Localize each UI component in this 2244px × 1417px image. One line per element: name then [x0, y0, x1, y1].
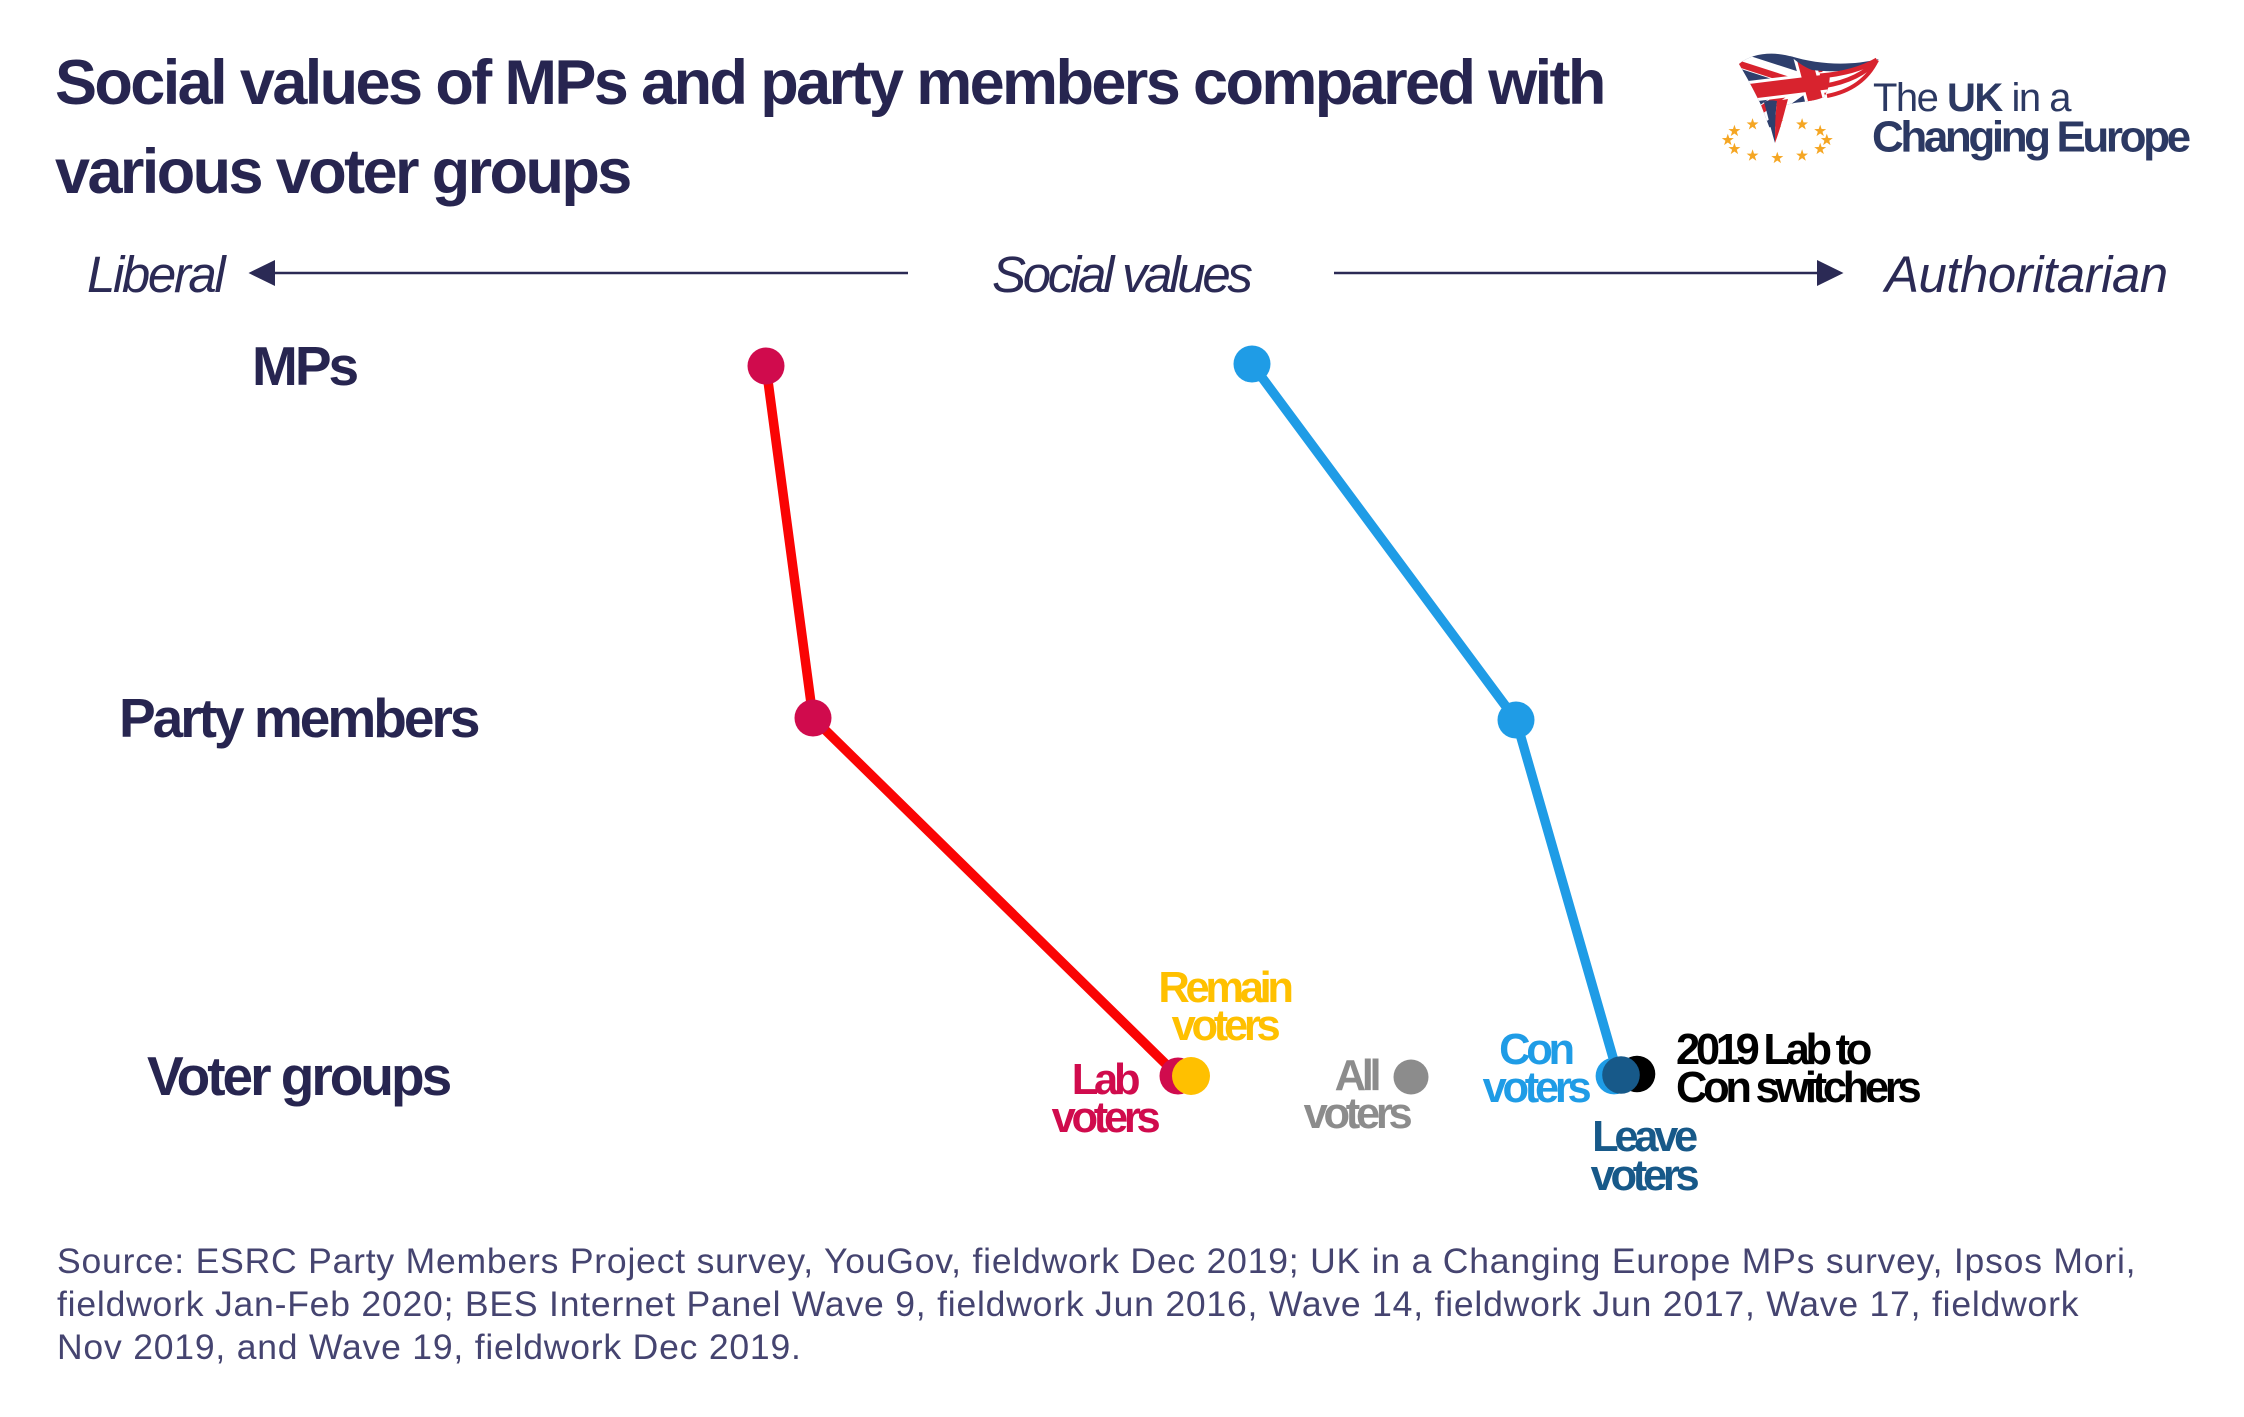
svg-text:Changing Europe: Changing Europe [1872, 113, 2190, 162]
svg-text:The UK in a: The UK in a [1873, 76, 2072, 120]
